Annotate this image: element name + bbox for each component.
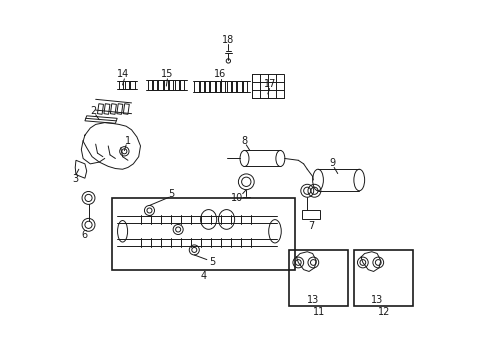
Bar: [210, 81, 214, 92]
Bar: [110, 104, 116, 114]
Bar: [117, 104, 122, 114]
Bar: [119, 81, 123, 89]
Bar: [199, 81, 203, 92]
Text: 5: 5: [209, 257, 215, 267]
Text: 5: 5: [167, 189, 174, 199]
Text: 14: 14: [117, 69, 129, 79]
Bar: [237, 81, 241, 92]
Bar: [301, 211, 319, 220]
Bar: [169, 80, 173, 90]
Bar: [226, 81, 230, 92]
Text: 13: 13: [370, 295, 383, 305]
Bar: [180, 80, 184, 90]
Text: 12: 12: [377, 307, 389, 317]
Bar: [242, 81, 246, 92]
Text: 15: 15: [161, 69, 173, 79]
Bar: [163, 80, 168, 90]
Text: 10: 10: [230, 193, 242, 203]
Bar: [194, 81, 198, 92]
Bar: [158, 80, 163, 90]
Text: 9: 9: [328, 158, 335, 168]
Bar: [251, 74, 284, 98]
Bar: [130, 81, 135, 89]
Text: 7: 7: [307, 221, 313, 231]
Bar: [289, 250, 348, 306]
Text: 3: 3: [72, 174, 78, 184]
Text: 18: 18: [222, 35, 234, 45]
Bar: [124, 81, 129, 89]
Bar: [353, 250, 412, 306]
Bar: [112, 198, 294, 270]
Text: 6: 6: [81, 230, 88, 239]
Bar: [215, 81, 220, 92]
Bar: [221, 81, 225, 92]
Text: 17: 17: [264, 79, 276, 89]
Bar: [204, 81, 209, 92]
Bar: [104, 104, 110, 114]
Text: 2: 2: [90, 106, 96, 116]
Text: 13: 13: [306, 295, 318, 305]
Text: 11: 11: [312, 307, 325, 317]
Text: 4: 4: [200, 271, 206, 281]
Bar: [97, 104, 103, 114]
Text: 8: 8: [241, 136, 247, 145]
Bar: [123, 104, 129, 114]
Bar: [147, 80, 152, 90]
Text: 1: 1: [124, 136, 131, 146]
Bar: [174, 80, 179, 90]
Bar: [153, 80, 157, 90]
Bar: [231, 81, 236, 92]
Text: 16: 16: [214, 69, 226, 79]
